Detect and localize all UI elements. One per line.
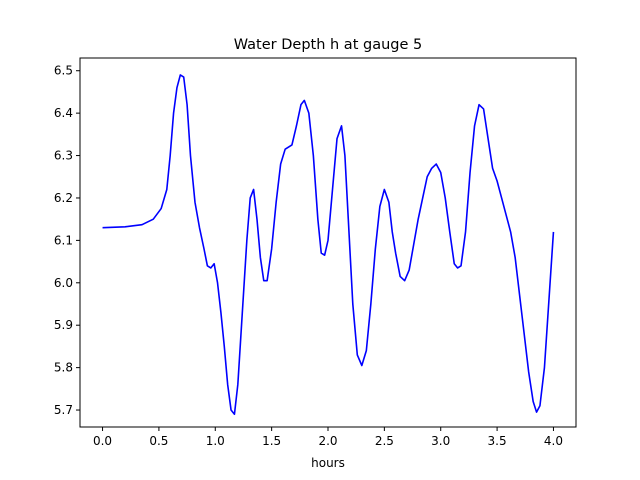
y-tick-label: 6.4	[54, 106, 73, 120]
x-tick-label: 3.0	[431, 434, 450, 448]
series-line-0	[102, 74, 555, 416]
y-tick-label: 5.7	[54, 403, 73, 417]
x-tick-label: 1.0	[206, 434, 225, 448]
y-axis: 5.7 5.8 5.9 6.0 6.1 6.2 6.3 6.4 6.5	[54, 64, 80, 417]
x-tick-label: 0.5	[149, 434, 168, 448]
y-tick-label: 6.3	[54, 149, 73, 163]
y-tick-label: 5.8	[54, 361, 73, 375]
x-tick-label: 2.0	[318, 434, 337, 448]
y-tick-label: 5.9	[54, 318, 73, 332]
x-axis: 0.0 0.5 1.0 1.5 2.0 2.5 3.0 3.5 4.0	[93, 427, 563, 448]
chart-title: Water Depth h at gauge 5	[234, 37, 422, 53]
x-tick-label: 1.5	[262, 434, 281, 448]
x-tick-label: 3.5	[488, 434, 507, 448]
x-tick-label: 4.0	[544, 434, 563, 448]
y-tick-label: 6.5	[54, 64, 73, 78]
x-tick-label: 0.0	[93, 434, 112, 448]
y-tick-label: 6.2	[54, 191, 73, 205]
y-tick-label: 6.0	[54, 276, 73, 290]
y-tick-label: 6.1	[54, 233, 73, 247]
x-axis-label: hours	[311, 456, 345, 470]
x-tick-label: 2.5	[375, 434, 394, 448]
plot-area	[102, 74, 555, 416]
